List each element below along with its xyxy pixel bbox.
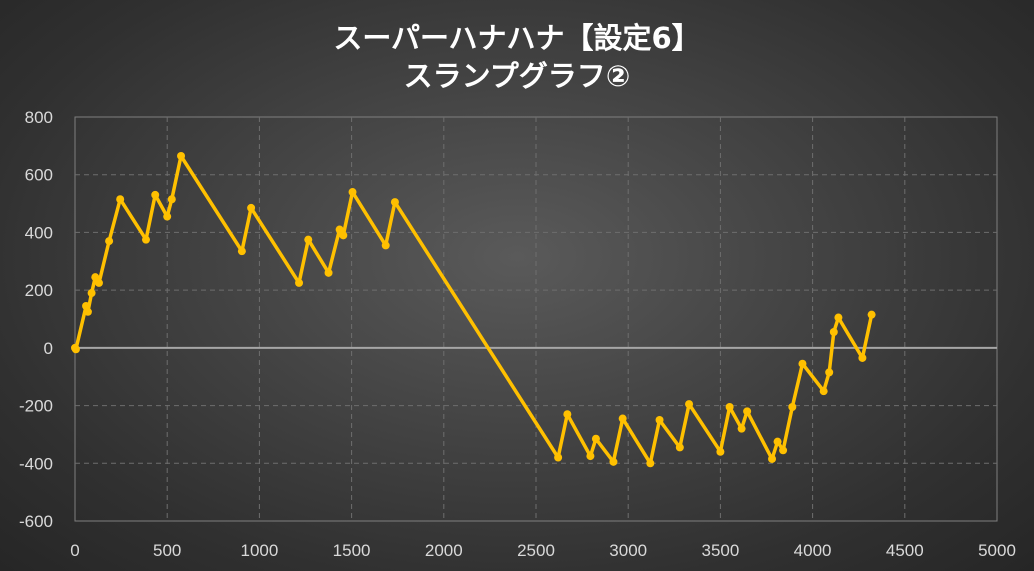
data-point — [768, 454, 777, 463]
data-point — [167, 195, 176, 204]
data-point — [94, 278, 103, 287]
data-point — [91, 273, 100, 282]
data-point — [829, 327, 838, 336]
data-point — [716, 447, 725, 456]
data-point — [737, 424, 746, 433]
data-point — [798, 359, 807, 368]
x-tick-label: 3500 — [701, 541, 739, 560]
data-point — [381, 241, 390, 250]
x-tick-label: 1500 — [333, 541, 371, 560]
chart-title: スーパーハナハナ【設定6】 — [333, 21, 701, 55]
y-tick-label: -200 — [19, 397, 53, 416]
data-point — [834, 313, 843, 322]
y-tick-label: -600 — [19, 512, 53, 531]
y-tick-label: 600 — [25, 166, 53, 185]
data-point — [554, 453, 563, 462]
x-tick-label: 4000 — [794, 541, 832, 560]
data-point — [743, 407, 752, 416]
y-tick-label: 400 — [25, 223, 53, 242]
data-point — [788, 403, 797, 412]
data-point — [141, 235, 150, 244]
data-point — [618, 414, 627, 423]
data-point — [304, 235, 313, 244]
data-point — [348, 188, 357, 197]
data-point — [247, 203, 256, 212]
series-layer — [71, 151, 876, 468]
data-point — [586, 452, 595, 461]
data-point — [177, 151, 186, 160]
data-point — [390, 198, 399, 207]
data-point — [646, 459, 655, 468]
data-point — [83, 307, 92, 316]
data-point — [825, 368, 834, 377]
series-line — [73, 154, 874, 466]
grid-layer — [74, 116, 998, 522]
data-point — [819, 387, 828, 396]
data-point — [725, 403, 734, 412]
data-point — [87, 289, 96, 298]
x-tick-label: 5000 — [978, 541, 1016, 560]
data-point — [237, 247, 246, 256]
data-point — [867, 310, 876, 319]
y-tick-label: 200 — [25, 281, 53, 300]
x-tick-label: 2500 — [517, 541, 555, 560]
data-point — [163, 212, 172, 221]
data-point — [563, 410, 572, 419]
data-point — [71, 345, 80, 354]
x-tick-label: 2000 — [425, 541, 463, 560]
y-tick-label: 0 — [44, 339, 53, 358]
data-point — [685, 400, 694, 409]
data-point — [295, 278, 304, 287]
x-tick-label: 500 — [153, 541, 181, 560]
chart-subtitle: スランプグラフ② — [403, 59, 631, 93]
y-tick-label: 800 — [25, 108, 53, 127]
data-point — [655, 416, 664, 424]
data-point — [116, 195, 125, 204]
x-tick-label: 0 — [70, 541, 79, 560]
data-point — [773, 437, 782, 446]
y-tick-label: -400 — [19, 454, 53, 473]
data-point — [779, 446, 788, 455]
data-point — [609, 457, 618, 466]
x-tick-label: 4500 — [886, 541, 924, 560]
data-point — [151, 190, 160, 199]
data-point — [324, 268, 333, 277]
data-point — [675, 443, 684, 452]
x-tick-label: 3000 — [609, 541, 647, 560]
data-point — [339, 231, 348, 240]
data-point — [335, 225, 344, 234]
data-point — [858, 353, 867, 362]
data-point — [105, 237, 114, 246]
x-tick-label: 1000 — [240, 541, 278, 560]
data-point — [591, 434, 600, 443]
